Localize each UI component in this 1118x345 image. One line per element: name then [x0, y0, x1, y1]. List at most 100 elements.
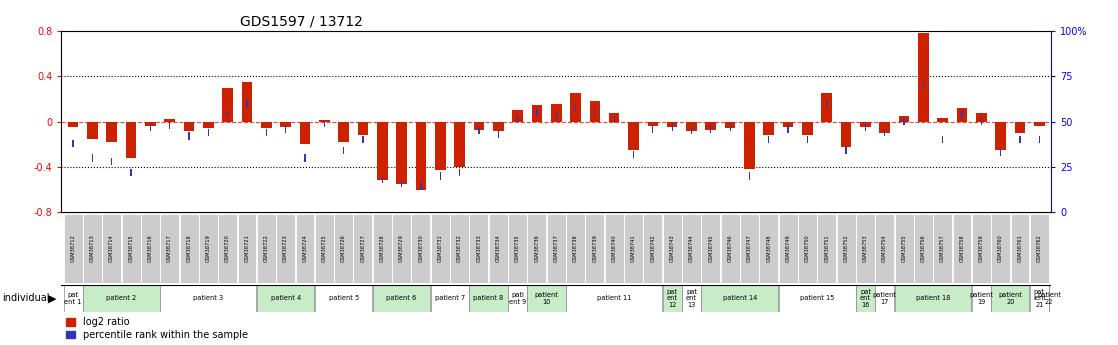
Text: GSM38748: GSM38748	[766, 235, 771, 262]
Bar	[479, 127, 480, 134]
Text: GSM38751: GSM38751	[824, 235, 830, 262]
Text: GSM38724: GSM38724	[303, 235, 307, 262]
Bar	[918, 33, 929, 122]
Text: GSM38749: GSM38749	[786, 235, 790, 262]
Bar	[992, 285, 1030, 312]
Text: GSM38742: GSM38742	[651, 235, 655, 262]
Bar	[875, 285, 894, 312]
Bar	[1034, 122, 1044, 126]
Bar	[208, 129, 209, 136]
Bar	[953, 214, 972, 283]
Bar	[759, 214, 778, 283]
Bar	[257, 214, 276, 283]
Bar	[285, 125, 286, 132]
Bar	[745, 122, 755, 169]
Text: patient
17: patient 17	[873, 292, 897, 305]
Text: GSM38755: GSM38755	[901, 235, 907, 262]
Text: pat
ent 1: pat ent 1	[65, 292, 82, 305]
Text: patient 2: patient 2	[106, 295, 136, 302]
Bar	[92, 154, 93, 161]
Text: GSM38733: GSM38733	[476, 235, 482, 262]
Text: patient 11: patient 11	[597, 295, 632, 302]
Text: GSM38746: GSM38746	[728, 235, 732, 262]
Bar	[724, 122, 736, 128]
Bar	[934, 214, 953, 283]
Text: GSM38735: GSM38735	[515, 235, 520, 262]
Bar	[102, 214, 121, 283]
Bar	[141, 214, 160, 283]
Bar	[420, 183, 421, 190]
Bar	[633, 150, 634, 158]
Bar	[1020, 136, 1021, 144]
Text: GSM38759: GSM38759	[979, 235, 984, 262]
Bar	[730, 124, 731, 131]
Text: GSM38741: GSM38741	[631, 235, 636, 262]
Bar	[512, 110, 523, 122]
Text: GSM38761: GSM38761	[1017, 235, 1023, 262]
Bar	[470, 214, 489, 283]
Bar	[768, 136, 769, 144]
Bar	[537, 109, 538, 116]
Bar	[106, 122, 117, 142]
Bar	[894, 285, 972, 312]
Bar	[218, 214, 237, 283]
Text: pat
ient
21: pat ient 21	[1033, 289, 1045, 308]
Bar	[1030, 285, 1049, 312]
Text: GSM38762: GSM38762	[1036, 235, 1042, 262]
Bar	[531, 105, 542, 122]
Bar	[787, 125, 788, 132]
Bar	[377, 122, 388, 180]
Bar	[498, 131, 499, 138]
Bar	[822, 93, 832, 122]
Bar	[643, 214, 662, 283]
Bar	[199, 214, 218, 283]
Bar	[749, 172, 750, 180]
Text: GSM38743: GSM38743	[670, 235, 674, 262]
Bar	[701, 285, 778, 312]
Text: GSM38714: GSM38714	[110, 235, 114, 262]
Bar	[358, 122, 368, 135]
Bar	[875, 214, 894, 283]
Text: patient
22: patient 22	[1038, 292, 1061, 305]
Text: GSM38718: GSM38718	[187, 235, 191, 262]
Bar	[222, 88, 233, 122]
Bar	[957, 108, 967, 122]
Text: GSM38727: GSM38727	[360, 235, 366, 262]
Bar	[150, 124, 151, 131]
Bar	[972, 214, 991, 283]
Text: individual: individual	[2, 294, 49, 303]
Text: GSM38760: GSM38760	[998, 235, 1003, 262]
Bar	[894, 214, 913, 283]
Bar	[459, 169, 461, 176]
Bar	[570, 93, 581, 122]
Bar	[300, 122, 311, 144]
Bar	[324, 120, 325, 127]
Text: GSM38729: GSM38729	[399, 235, 404, 262]
Bar	[281, 122, 291, 127]
Bar	[83, 285, 160, 312]
Bar	[903, 118, 904, 125]
Bar	[798, 214, 817, 283]
Text: GSM38747: GSM38747	[747, 235, 752, 262]
Text: GSM38725: GSM38725	[322, 235, 326, 262]
Bar	[976, 112, 987, 122]
Bar	[122, 214, 141, 283]
Bar	[430, 214, 449, 283]
Bar	[145, 122, 155, 126]
Text: GSM38736: GSM38736	[534, 235, 539, 262]
Bar	[319, 120, 330, 122]
Bar	[937, 118, 948, 122]
Bar	[778, 214, 797, 283]
Bar	[995, 122, 1006, 150]
Text: patient 7: patient 7	[435, 295, 465, 302]
Bar	[164, 119, 176, 122]
Bar	[111, 158, 113, 165]
Bar	[343, 147, 344, 154]
Bar	[64, 285, 83, 312]
Bar	[304, 154, 305, 161]
Bar	[566, 214, 585, 283]
Bar	[740, 214, 759, 283]
Bar	[430, 285, 470, 312]
Bar	[624, 214, 643, 283]
Bar	[241, 82, 253, 122]
